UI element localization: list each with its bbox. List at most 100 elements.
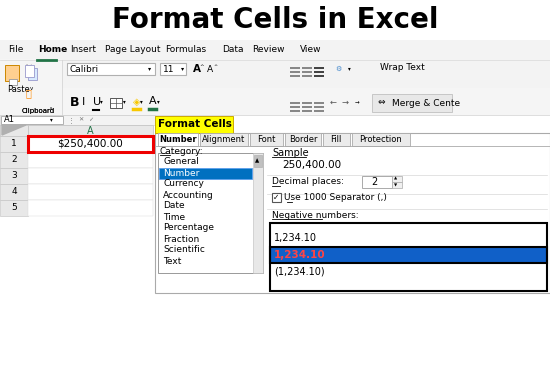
Bar <box>110 98 122 108</box>
Text: Paste: Paste <box>7 85 30 94</box>
Text: Currency: Currency <box>163 179 204 188</box>
Text: ▾: ▾ <box>140 100 143 104</box>
Bar <box>28 125 153 136</box>
Bar <box>155 133 550 293</box>
Bar <box>9 79 17 85</box>
Text: A: A <box>149 96 157 106</box>
Bar <box>28 136 153 152</box>
Text: Number: Number <box>163 169 199 178</box>
Text: Scientific: Scientific <box>163 245 205 254</box>
Bar <box>28 200 153 216</box>
Text: Wrap Text: Wrap Text <box>380 63 425 72</box>
Bar <box>323 133 350 146</box>
Text: Calibri: Calibri <box>70 65 99 73</box>
Text: B: B <box>70 95 80 109</box>
Bar <box>314 71 324 73</box>
Text: ▲: ▲ <box>255 159 259 163</box>
Text: General: General <box>163 157 199 166</box>
Text: Protection: Protection <box>360 135 403 144</box>
Bar <box>0 184 28 200</box>
Bar <box>159 168 252 179</box>
Text: ⇔: ⇔ <box>378 98 386 107</box>
Text: ✕: ✕ <box>78 117 83 122</box>
Text: Number: Number <box>159 135 197 144</box>
Bar <box>314 106 324 108</box>
Text: ✓: ✓ <box>273 193 279 202</box>
Bar <box>270 223 547 291</box>
Text: Border: Border <box>289 135 317 144</box>
Bar <box>28 184 153 200</box>
Text: Home: Home <box>38 46 67 54</box>
Bar <box>28 168 153 184</box>
Bar <box>352 133 410 146</box>
Bar <box>250 133 283 146</box>
Bar <box>5 65 19 81</box>
Text: ▾: ▾ <box>348 66 351 72</box>
Bar <box>26 62 34 69</box>
Text: Date: Date <box>163 201 185 210</box>
Text: ▲: ▲ <box>394 177 398 181</box>
Text: Category:: Category: <box>160 147 204 156</box>
Bar <box>158 133 198 146</box>
Bar <box>160 63 186 75</box>
Text: ✂: ✂ <box>26 62 32 70</box>
Text: Text: Text <box>163 257 182 266</box>
Bar <box>0 59 62 115</box>
Text: ▾: ▾ <box>123 100 126 104</box>
Bar <box>285 133 321 146</box>
Bar <box>302 102 312 104</box>
Text: Fill: Fill <box>331 135 342 144</box>
Bar <box>290 75 300 77</box>
Text: 1,234.10: 1,234.10 <box>274 250 326 260</box>
Text: 11: 11 <box>163 65 174 73</box>
Bar <box>1 116 63 124</box>
Text: Clipboard: Clipboard <box>22 108 55 114</box>
Text: 1,234.10: 1,234.10 <box>274 233 317 243</box>
Text: ⬦: ⬦ <box>26 88 32 98</box>
Bar <box>270 265 547 279</box>
Text: Percentage: Percentage <box>163 223 214 232</box>
Text: Formulas: Formulas <box>165 46 206 54</box>
Bar <box>0 88 550 115</box>
Bar <box>0 115 155 125</box>
Bar <box>25 65 34 77</box>
Bar <box>28 152 153 168</box>
Text: Use 1000 Separator (,): Use 1000 Separator (,) <box>284 193 387 202</box>
Text: ◈: ◈ <box>133 97 140 107</box>
Bar <box>314 102 324 104</box>
Bar <box>0 168 28 184</box>
Text: Sample: Sample <box>272 148 309 158</box>
Bar <box>253 153 263 273</box>
Text: ᴿ: ᴿ <box>50 109 52 113</box>
Bar <box>314 75 324 77</box>
Bar <box>28 68 37 80</box>
Text: ▾: ▾ <box>181 66 184 72</box>
Text: 2: 2 <box>11 156 17 164</box>
Text: ▾: ▾ <box>100 100 103 104</box>
Bar <box>270 231 547 245</box>
Text: File: File <box>8 46 23 54</box>
Text: I: I <box>82 97 85 107</box>
Text: 3: 3 <box>11 172 17 181</box>
Text: Decimal places:: Decimal places: <box>272 178 344 186</box>
Polygon shape <box>2 125 26 135</box>
Text: Time: Time <box>163 213 185 222</box>
Bar <box>28 136 153 152</box>
Bar <box>302 67 312 69</box>
Bar <box>302 75 312 77</box>
Text: (1,234.10): (1,234.10) <box>274 267 324 277</box>
Text: 2: 2 <box>371 177 377 187</box>
Bar <box>272 193 281 202</box>
Text: ⚙: ⚙ <box>335 66 341 72</box>
Text: →: → <box>342 97 349 107</box>
Bar <box>314 110 324 112</box>
Bar <box>290 106 300 108</box>
Bar <box>302 106 312 108</box>
Text: ▾: ▾ <box>148 66 151 72</box>
Text: ✓: ✓ <box>88 117 94 122</box>
Bar <box>67 63 155 75</box>
Text: A1: A1 <box>4 116 15 125</box>
Text: ^: ^ <box>199 65 204 69</box>
Text: $250,400.00: $250,400.00 <box>57 139 123 149</box>
Text: A: A <box>193 64 201 74</box>
